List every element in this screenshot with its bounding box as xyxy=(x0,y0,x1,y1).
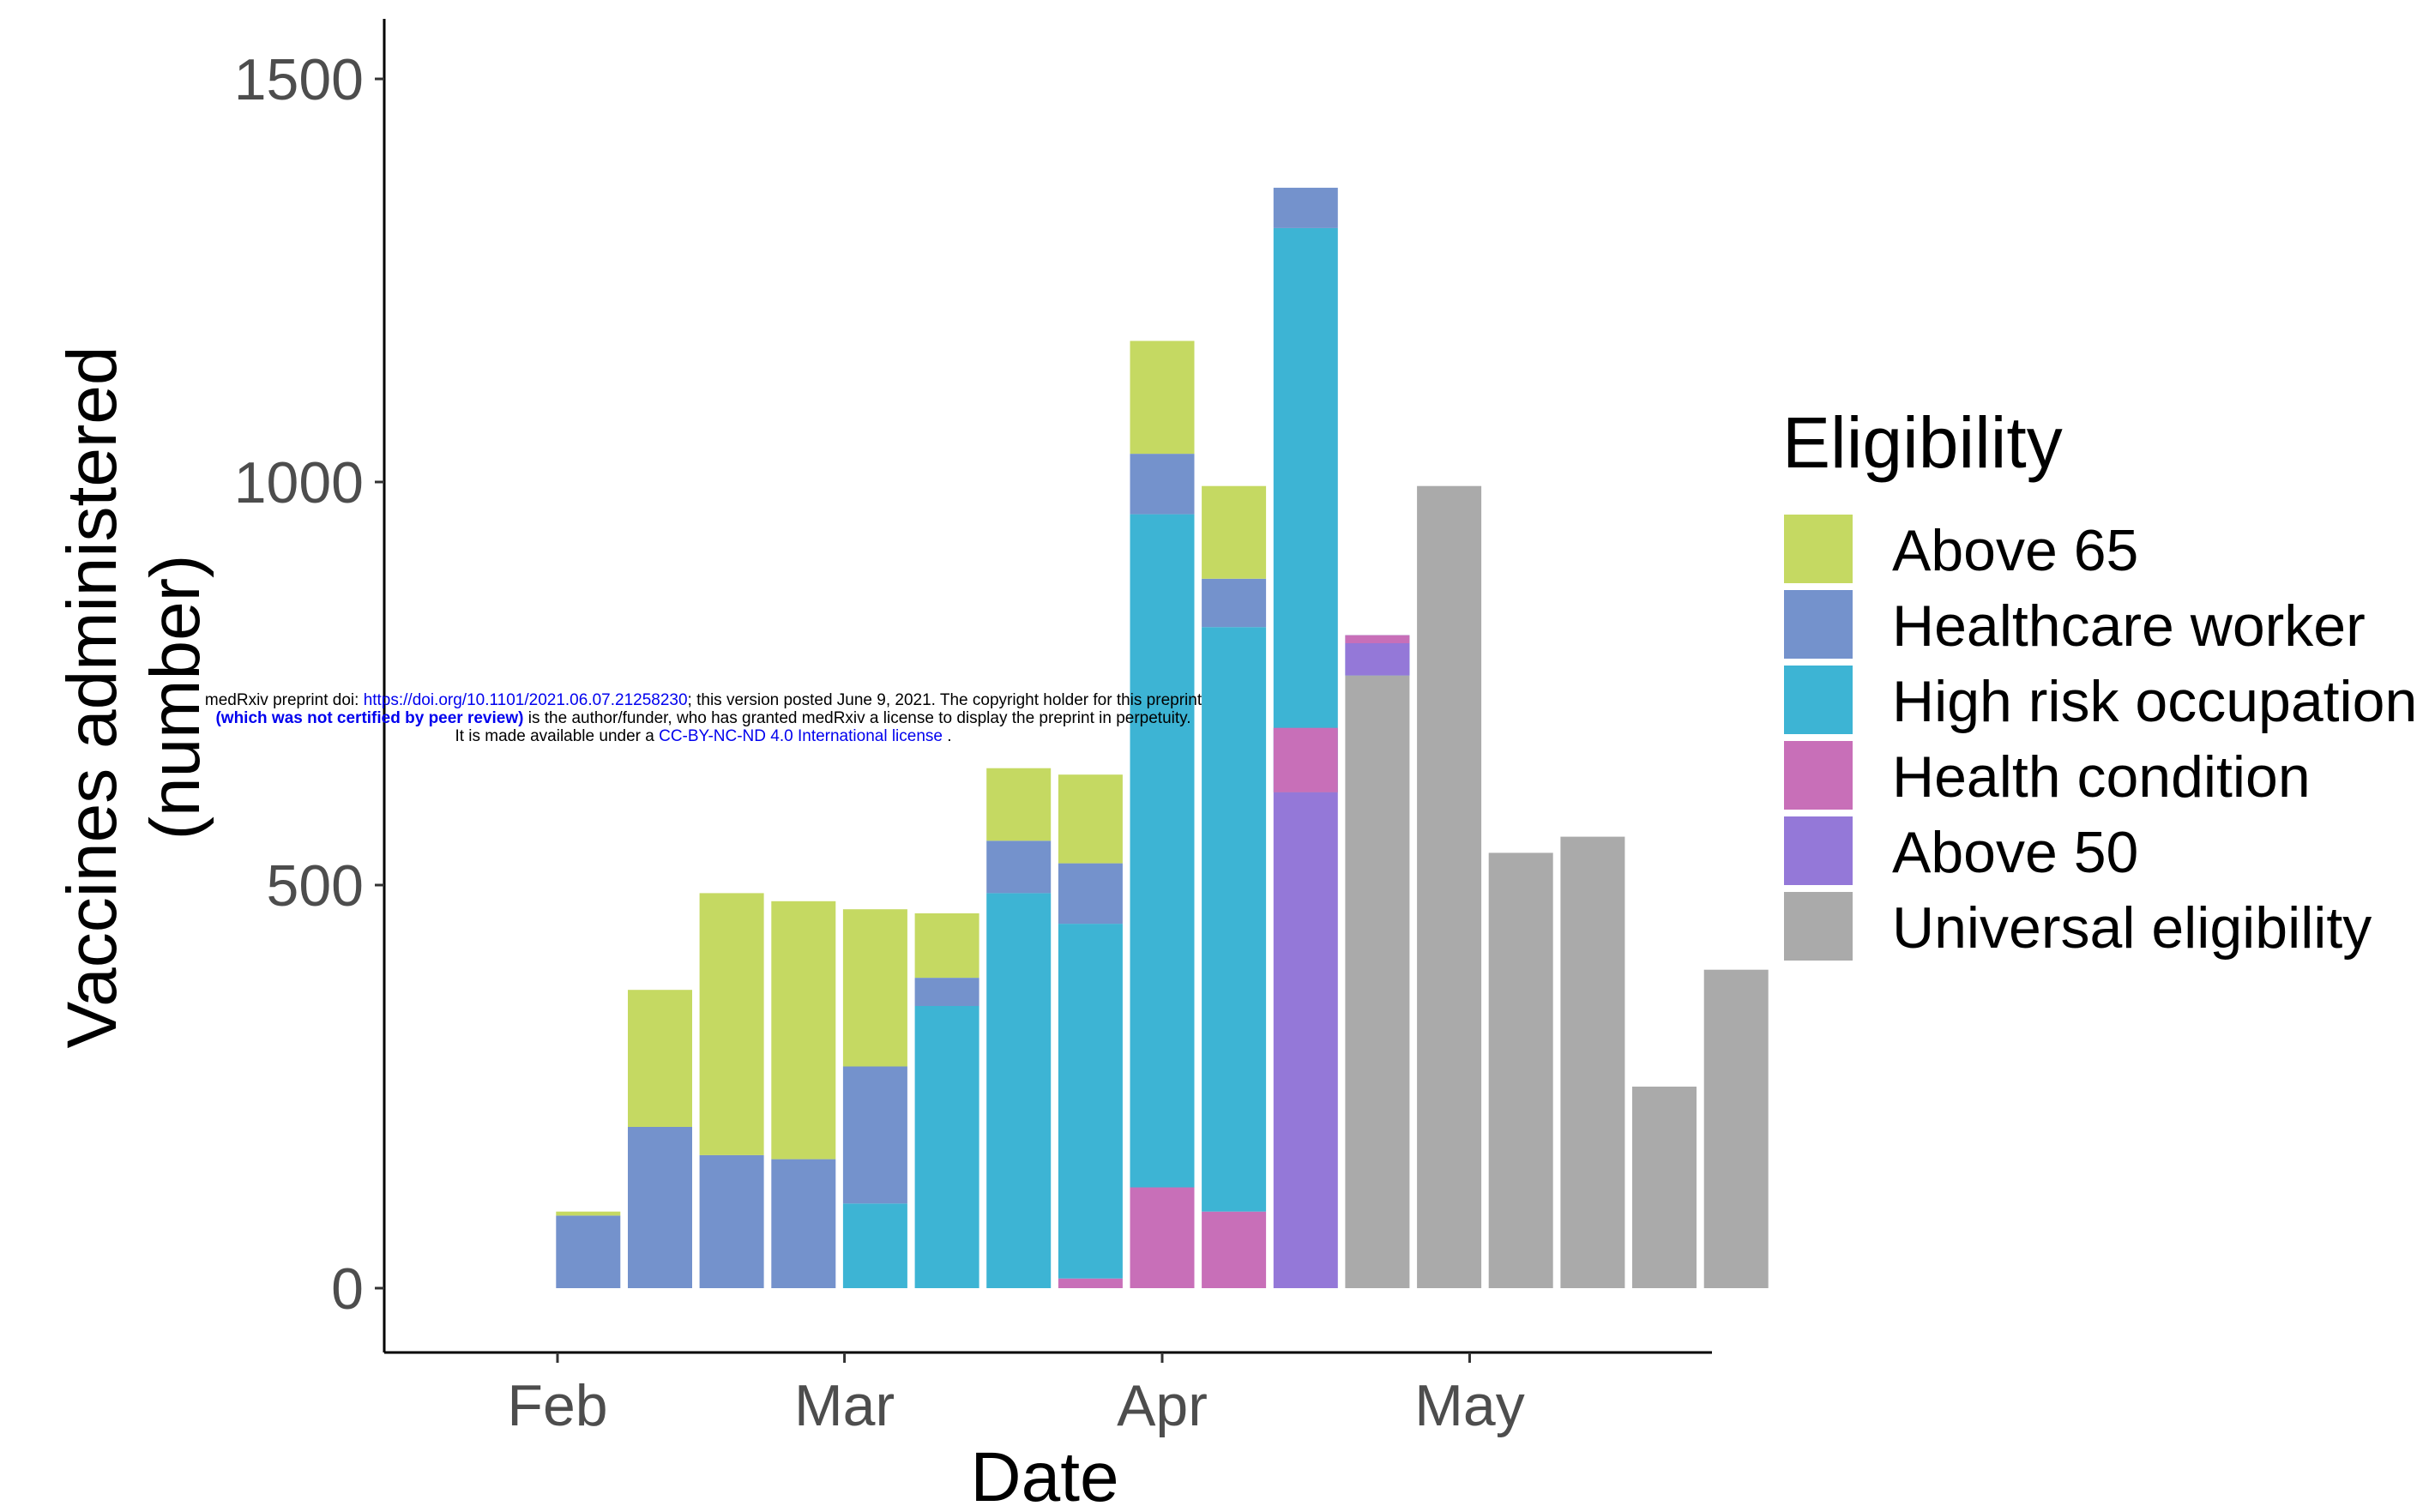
legend-label-healthcare-worker: Healthcare worker xyxy=(1892,593,2366,659)
bar-segment-high-risk-occupation-4 xyxy=(842,1203,907,1288)
bar-segment-universal-eligibility-15 xyxy=(1632,1087,1697,1288)
x-tick-label-apr: Apr xyxy=(1117,1373,1208,1438)
bar-segment-high-risk-occupation-8 xyxy=(1130,514,1195,1188)
bar-segment-overlay-0 xyxy=(1273,727,1338,792)
bar-segment-universal-eligibility-11 xyxy=(1345,675,1410,1288)
doi-link[interactable]: https://doi.org/10.1101/2021.06.07.21258… xyxy=(363,691,688,709)
bar-segment-high-risk-occupation-9 xyxy=(1202,627,1267,1212)
bar-segment-universal-eligibility-14 xyxy=(1560,836,1625,1288)
y-tick-label-0: 0 xyxy=(331,1256,364,1322)
bar-segment-healthcare-worker-5 xyxy=(914,978,979,1006)
bar-segment-above-65-7 xyxy=(1058,774,1123,864)
bar-segment-universal-eligibility-13 xyxy=(1488,852,1553,1288)
bar-segment-above-65-4 xyxy=(842,909,907,1067)
legend-swatch-health-condition xyxy=(1784,741,1853,810)
bar-segment-healthcare-worker-3 xyxy=(771,1159,836,1288)
y-axis-label-line2: (number) xyxy=(136,555,214,840)
bar-segment-above-65-9 xyxy=(1202,485,1267,579)
preprint-notice: medRxiv preprint doi: https://doi.org/10… xyxy=(137,691,1269,745)
bar-segment-health-condition-7 xyxy=(1058,1278,1123,1288)
notice-line-2: (which was not certified by peer review)… xyxy=(215,709,1191,727)
x-tick-label-feb: Feb xyxy=(507,1373,607,1438)
bar-segment-healthcare-worker-0 xyxy=(556,1215,621,1288)
bar-segment-universal-eligibility-16 xyxy=(1703,969,1769,1288)
bar-segment-healthcare-worker-10 xyxy=(1273,187,1338,228)
notice-line-3: It is made available under a CC-BY-NC-ND… xyxy=(455,727,952,745)
legend-label-above-50: Above 50 xyxy=(1892,820,2138,885)
bar-segment-above-65-5 xyxy=(914,913,979,979)
bar-segment-high-risk-occupation-5 xyxy=(914,1006,979,1288)
bar-segment-healthcare-worker-8 xyxy=(1130,454,1195,515)
bar-segment-healthcare-worker-9 xyxy=(1202,578,1267,628)
bar-segment-universal-eligibility-12 xyxy=(1417,485,1482,1288)
legend-label-above-65: Above 65 xyxy=(1892,518,2138,583)
x-axis-label: Date xyxy=(970,1438,1118,1512)
legend-label-health-condition: Health condition xyxy=(1892,744,2311,810)
y-tick-label-500: 500 xyxy=(267,853,364,919)
legend-swatch-above-65 xyxy=(1784,515,1853,583)
bar-segment-high-risk-occupation-6 xyxy=(986,893,1052,1288)
y-axis-label-line1: Vaccines administered xyxy=(53,346,131,1049)
legend: Eligibility Above 65 Healthcare worker Hig… xyxy=(1782,402,2417,961)
bar-segment-above-50-10 xyxy=(1273,792,1338,1288)
bar-segment-overlay-1 xyxy=(1345,643,1410,676)
bar-segment-above-65-8 xyxy=(1130,340,1195,455)
legend-swatch-universal-eligibility xyxy=(1784,892,1853,961)
x-tick-label-mar: Mar xyxy=(794,1373,895,1438)
legend-swatch-above-50 xyxy=(1784,816,1853,885)
bar-segment-overlay-2 xyxy=(1345,635,1410,643)
y-tick-label-1500: 1500 xyxy=(234,47,364,112)
legend-swatch-high-risk-occupation xyxy=(1784,666,1853,734)
bar-segment-health-condition-8 xyxy=(1130,1187,1195,1288)
notice-line-1: medRxiv preprint doi: https://doi.org/10… xyxy=(204,691,1202,709)
y-tick-label-1000: 1000 xyxy=(234,450,364,515)
legend-label-high-risk-occupation: High risk occupation xyxy=(1892,669,2417,734)
x-tick-label-may: May xyxy=(1414,1373,1524,1438)
bar-segment-high-risk-occupation-7 xyxy=(1058,924,1123,1279)
license-link[interactable]: CC-BY-NC-ND 4.0 International license xyxy=(659,727,943,745)
bar-segment-healthcare-worker-2 xyxy=(699,1154,764,1288)
y-ticks: 0 500 1000 1500 xyxy=(234,47,384,1322)
bar-segment-healthcare-worker-4 xyxy=(842,1066,907,1204)
bar-segment-above-65-1 xyxy=(628,990,692,1127)
bar-segment-high-risk-occupation-10 xyxy=(1273,227,1338,792)
bar-segment-healthcare-worker-1 xyxy=(628,1127,692,1288)
legend-label-universal-eligibility: Universal eligibility xyxy=(1892,895,2372,961)
legend-swatch-healthcare-worker xyxy=(1784,590,1853,659)
x-ticks: Feb Mar Apr May xyxy=(507,1352,1525,1438)
bar-segment-above-65-0 xyxy=(556,1211,621,1216)
bars-layer xyxy=(556,187,1769,1288)
bar-segment-above-65-6 xyxy=(986,768,1052,841)
legend-title: Eligibility xyxy=(1782,402,2063,483)
bar-segment-healthcare-worker-6 xyxy=(986,840,1052,894)
bar-segment-above-65-2 xyxy=(699,893,764,1155)
bar-segment-healthcare-worker-7 xyxy=(1058,863,1123,925)
bar-segment-above-65-3 xyxy=(771,901,836,1160)
bar-segment-health-condition-9 xyxy=(1202,1211,1267,1288)
